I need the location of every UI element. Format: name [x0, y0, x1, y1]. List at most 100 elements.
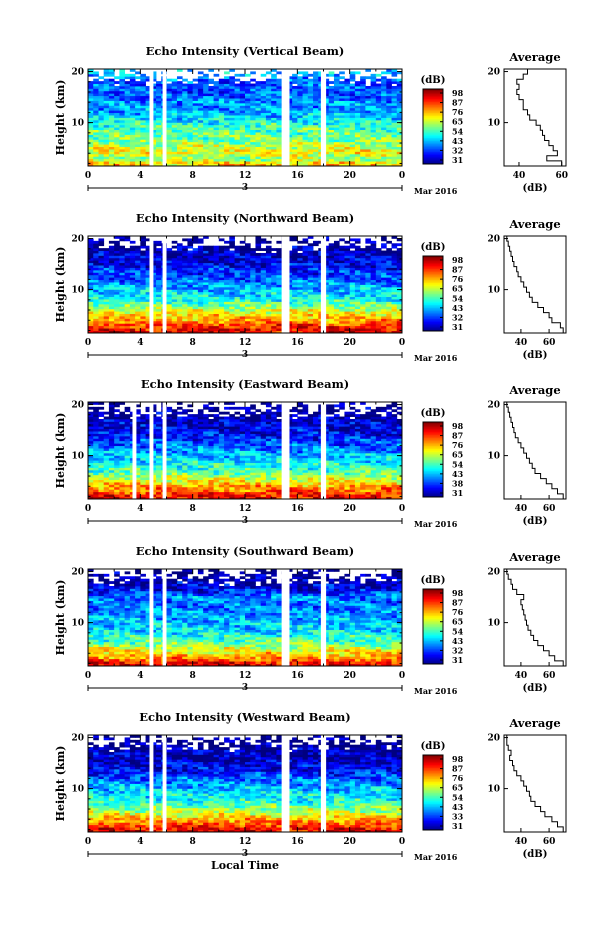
- panel-title: Echo Intensity (Eastward Beam): [141, 377, 349, 391]
- colorbar-tick-label: 43: [452, 469, 464, 479]
- x-tick-label: 4: [137, 171, 143, 181]
- date-label: 3: [242, 350, 248, 360]
- profile-x-tick-label: 60: [555, 171, 568, 181]
- y-axis-label: Height (km): [54, 413, 67, 489]
- colorbar-tick-label: 32: [452, 145, 463, 155]
- panel-title: Echo Intensity (Westward Beam): [139, 710, 350, 724]
- data-gap: [281, 569, 290, 666]
- y-tick-label: 20: [71, 401, 84, 411]
- data-gap: [149, 69, 154, 166]
- data-gap: [162, 569, 167, 666]
- profile-x-label: (dB): [523, 849, 548, 860]
- profile-title: Average: [508, 716, 560, 730]
- data-gap: [320, 402, 327, 499]
- data-gap: [149, 735, 154, 832]
- colorbar-tick-label: 76: [452, 107, 464, 117]
- profile-y-tick-label: 10: [487, 452, 500, 462]
- colorbar-tick-label: 32: [452, 312, 463, 322]
- colorbar-tick-label: 87: [452, 98, 463, 108]
- colorbar-tick-label: 43: [452, 303, 464, 313]
- colorbar-tick-label: 65: [452, 783, 463, 793]
- data-gap: [132, 402, 137, 499]
- colorbar-tick-label: 98: [452, 421, 464, 431]
- profile-y-tick-label: 10: [487, 286, 500, 296]
- x-tick-label: 8: [190, 837, 196, 847]
- x-tick-label: 12: [239, 671, 252, 681]
- date-label: 3: [242, 516, 248, 526]
- colorbar-tick-label: 54: [452, 293, 464, 303]
- x-tick-label: 0: [399, 338, 405, 348]
- x-tick-label: 0: [399, 671, 405, 681]
- x-tick-label: 20: [343, 338, 356, 348]
- colorbar-tick-label: 98: [452, 588, 464, 598]
- profile-x-tick-label: 40: [515, 671, 528, 681]
- y-tick-label: 10: [71, 452, 84, 462]
- colorbar-tick-label: 32: [452, 645, 463, 655]
- month-label: Mar 2016: [414, 353, 458, 363]
- y-tick-label: 10: [71, 619, 84, 629]
- data-gap: [149, 236, 154, 333]
- colorbar-frame: [422, 588, 444, 665]
- average-profile: Average 10 20 40 60 (dB): [487, 550, 567, 694]
- x-tick-label: 0: [399, 837, 405, 847]
- average-profile: Average 10 20 40 60 (dB): [487, 716, 567, 860]
- y-axis-label: Height (km): [54, 580, 67, 656]
- data-gap: [281, 735, 290, 832]
- data-gap: [281, 402, 290, 499]
- colorbar-tick-label: 31: [452, 821, 463, 831]
- y-tick-label: 20: [71, 734, 84, 744]
- profile-line: [516, 69, 563, 166]
- y-tick-label: 10: [71, 119, 84, 129]
- y-tick-label: 10: [71, 286, 84, 296]
- colorbar-tick-label: 87: [452, 265, 463, 275]
- x-tick-label: 4: [137, 504, 143, 514]
- colorbar-tick-label: 65: [452, 117, 463, 127]
- x-tick-label: 0: [85, 837, 91, 847]
- profile-x-tick-label: 40: [515, 837, 528, 847]
- colorbar: [422, 421, 444, 498]
- x-tick-label: 12: [239, 338, 252, 348]
- data-gap: [149, 402, 154, 499]
- x-tick-label: 0: [85, 338, 91, 348]
- x-tick-label: 4: [137, 837, 143, 847]
- profile-y-tick-label: 20: [487, 734, 500, 744]
- average-profile: Average 10 20 40 60 (dB): [487, 50, 568, 194]
- profile-y-tick-label: 20: [487, 235, 500, 245]
- colorbar-frame: [422, 88, 444, 165]
- heatmap: [88, 69, 403, 167]
- colorbar-tick-label: 43: [452, 636, 464, 646]
- panel-5: Echo Intensity (Westward Beam) 10 20 Height…: [54, 710, 567, 872]
- colorbar-frame: [422, 255, 444, 332]
- colorbar-unit: (dB): [421, 75, 446, 86]
- data-gap: [162, 735, 167, 832]
- profile-title: Average: [508, 550, 560, 564]
- profile-line: [506, 236, 564, 333]
- colorbar-tick-label: 87: [452, 598, 463, 608]
- x-tick-label: 16: [291, 171, 304, 181]
- profile-x-tick-label: 40: [515, 338, 528, 348]
- profile-y-tick-label: 20: [487, 401, 500, 411]
- x-axis-label: Local Time: [211, 859, 279, 872]
- x-tick-label: 12: [239, 837, 252, 847]
- x-tick-label: 8: [190, 171, 196, 181]
- profile-x-label: (dB): [523, 516, 548, 527]
- profile-x-label: (dB): [523, 183, 548, 194]
- heatmap: [88, 735, 403, 833]
- profile-frame: [503, 68, 567, 167]
- profile-line: [506, 569, 564, 666]
- colorbar: [422, 88, 444, 165]
- profile-y-tick-label: 10: [487, 785, 500, 795]
- x-tick-label: 12: [239, 504, 252, 514]
- colorbar-tick-label: 38: [452, 478, 464, 488]
- colorbar-tick-label: 43: [452, 136, 464, 146]
- colorbar-tick-label: 31: [452, 655, 463, 665]
- average-profile: Average 10 20 40 60 (dB): [487, 383, 567, 527]
- data-gap: [320, 735, 327, 832]
- panel-title: Echo Intensity (Northward Beam): [136, 211, 354, 225]
- colorbar-unit: (dB): [421, 575, 446, 586]
- profile-y-tick-label: 20: [487, 68, 500, 78]
- data-gap: [320, 569, 327, 666]
- x-tick-label: 20: [343, 837, 356, 847]
- colorbar-tick-label: 87: [452, 431, 463, 441]
- profile-x-tick-label: 60: [543, 837, 556, 847]
